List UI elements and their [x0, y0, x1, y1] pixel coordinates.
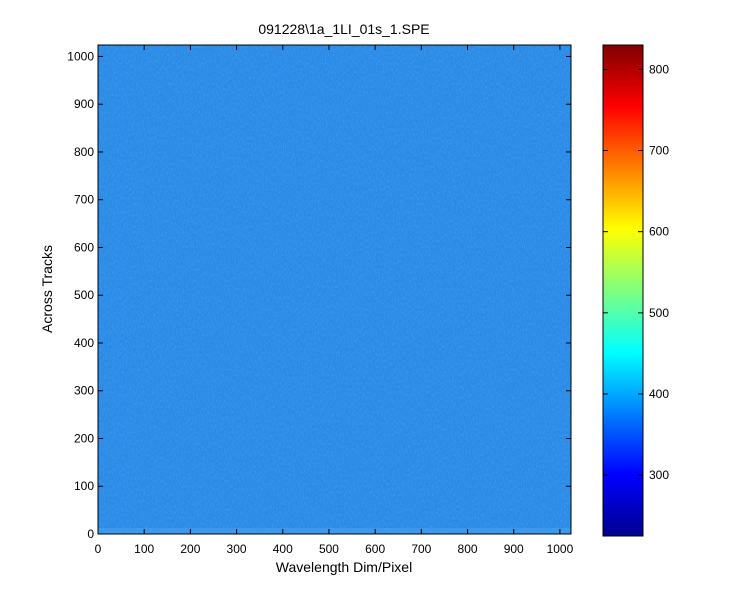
x-tick-label: 800 [458, 542, 478, 556]
colorbar-tick-label: 300 [649, 468, 669, 482]
plot-area [97, 44, 572, 535]
colorbar-tick-label: 500 [649, 306, 669, 320]
x-tick-label: 700 [411, 542, 431, 556]
x-tick-label: 100 [134, 542, 154, 556]
x-tick-label: 200 [180, 542, 200, 556]
y-tick-label: 1000 [67, 49, 94, 63]
x-tick-label: 900 [504, 542, 524, 556]
colorbar-tick-label: 400 [649, 387, 669, 401]
y-tick-label: 400 [74, 336, 94, 350]
y-axis-label: Across Tracks [39, 245, 55, 333]
y-tick-label: 700 [74, 193, 94, 207]
colorbar-tick-label: 800 [649, 62, 669, 76]
y-tick-label: 0 [87, 527, 94, 541]
y-tick-label: 900 [74, 97, 94, 111]
chart-title: 091228\1a_1LI_01s_1.SPE [258, 21, 429, 37]
x-tick-label: 300 [227, 542, 247, 556]
y-axis: 0 100 200 300 400 500 600 700 800 900 1000 [67, 49, 571, 541]
y-tick-label: 800 [74, 145, 94, 159]
y-tick-label: 600 [74, 240, 94, 254]
colorbar: 300 400 500 600 700 800 [602, 44, 669, 537]
plot-frame [97, 44, 572, 535]
x-tick-label: 0 [95, 542, 102, 556]
colorbar-gradient [603, 45, 643, 536]
colorbar-tick-label: 600 [649, 225, 669, 239]
x-axis-label: Wavelength Dim/Pixel [276, 559, 412, 575]
colorbar-tick-label: 700 [649, 144, 669, 158]
heatmap-bottom-strip [98, 528, 571, 534]
y-tick-label: 500 [74, 288, 94, 302]
x-tick-label: 600 [365, 542, 385, 556]
colorbar-ticks: 300 400 500 600 700 800 [603, 62, 669, 482]
y-tick-label: 100 [74, 479, 94, 493]
x-tick-label: 400 [273, 542, 293, 556]
x-tick-label: 500 [319, 542, 339, 556]
x-tick-label: 1000 [547, 542, 574, 556]
y-tick-label: 300 [74, 384, 94, 398]
y-tick-label: 200 [74, 431, 94, 445]
heatmap-noise [98, 45, 571, 534]
x-axis: 0 100 200 300 400 500 600 700 800 900 1000 [95, 45, 574, 556]
colorbar-frame [602, 44, 644, 537]
